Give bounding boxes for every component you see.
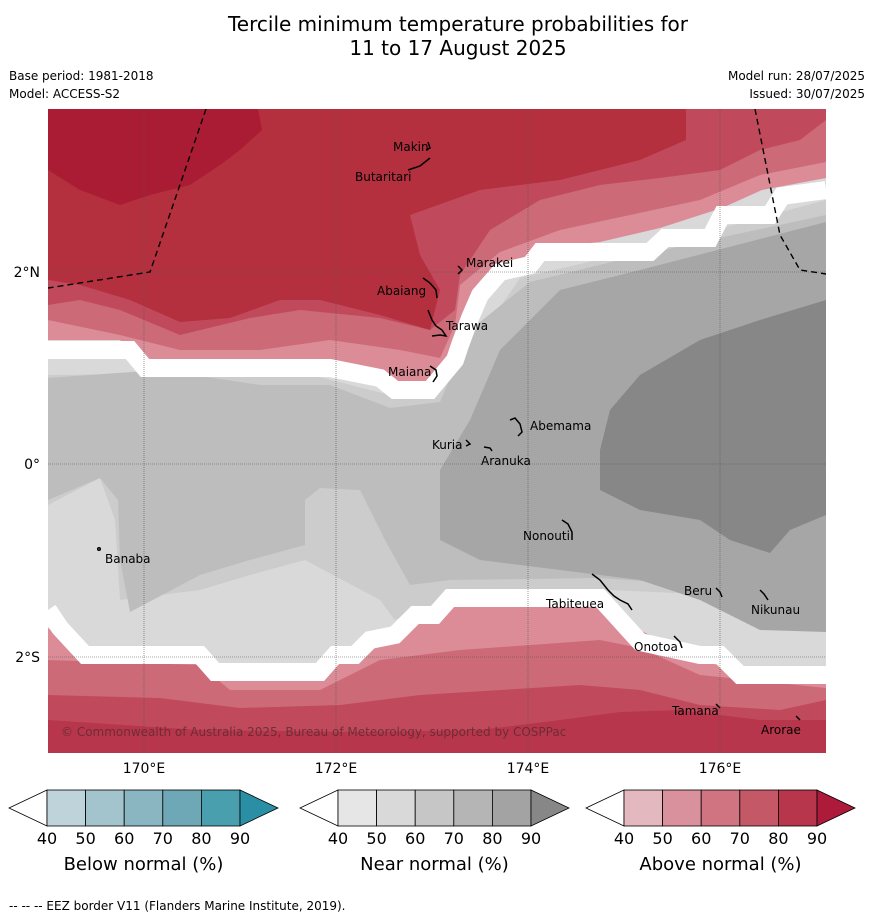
below-normal-max-arrow bbox=[239, 789, 279, 827]
eez-footnote: -- -- -- EEZ border V11 (Flanders Marine… bbox=[9, 899, 346, 913]
above-normal-tick-label: 40 bbox=[614, 829, 634, 848]
below-normal-tick-label: 60 bbox=[114, 829, 134, 848]
place-label-makin: Makin bbox=[393, 140, 429, 154]
near-normal-tick-label: 80 bbox=[482, 829, 502, 848]
title-line-1: Tercile minimum temperature probabilitie… bbox=[227, 12, 689, 36]
near-normal-max-arrow bbox=[530, 789, 570, 827]
colorbar-group: 40 50 60 70 80 90 Below normal (%) 40 50 60 70 80 90… bbox=[8, 789, 856, 875]
above-normal-legend-title: Above normal (%) bbox=[639, 854, 801, 875]
place-label-onotoa: Onotoa bbox=[634, 640, 678, 654]
meta-right: Model run: 28/07/2025 Issued: 30/07/2025 bbox=[728, 67, 865, 103]
model-run: Model run: 28/07/2025 bbox=[727, 69, 865, 83]
above-normal-swatch bbox=[623, 789, 663, 827]
above-normal-tick-label: 50 bbox=[652, 829, 672, 848]
lon-label-174e: 174°E bbox=[507, 761, 550, 777]
near-normal-swatch bbox=[453, 789, 493, 827]
above-normal-max-arrow bbox=[816, 789, 856, 827]
above-normal-swatch bbox=[662, 789, 702, 827]
place-label-abemama: Abemama bbox=[530, 419, 591, 433]
chart-title: Tercile minimum temperature probabilitie… bbox=[0, 12, 873, 60]
issued-date: Issued: 30/07/2025 bbox=[749, 87, 865, 101]
above-normal-tick-label: 80 bbox=[768, 829, 788, 848]
lat-label-0: 0° bbox=[24, 457, 40, 473]
below-normal-legend-title: Below normal (%) bbox=[64, 854, 224, 875]
above-normal-swatch bbox=[700, 789, 741, 827]
place-label-butaritari: Butaritari bbox=[355, 170, 412, 184]
above-normal-colorbar: 40 50 60 70 80 90 Above normal (%) bbox=[585, 789, 856, 875]
place-label-kuria: Kuria bbox=[432, 438, 463, 452]
below-normal-tick-label: 90 bbox=[230, 829, 250, 848]
model-name: Model: ACCESS-S2 bbox=[9, 87, 121, 101]
place-label-banaba: Banaba bbox=[105, 552, 151, 566]
place-label-tabiteuea: Tabiteuea bbox=[545, 597, 604, 611]
below-normal-swatch bbox=[200, 789, 241, 827]
island-outlines bbox=[96, 141, 801, 721]
above-normal-tick-label: 60 bbox=[691, 829, 711, 848]
near-normal-colorbar: 40 50 60 70 80 90 Near normal (%) bbox=[299, 789, 570, 875]
lat-label-2n: 2°N bbox=[14, 265, 40, 281]
lat-label-2s: 2°S bbox=[15, 650, 40, 666]
near-normal-80-region bbox=[600, 300, 826, 553]
near-normal-min-arrow bbox=[299, 789, 339, 827]
below-normal-swatch bbox=[46, 789, 86, 827]
near-normal-swatch bbox=[491, 789, 532, 827]
near-normal-tick-label: 40 bbox=[328, 829, 348, 848]
place-label-beru: Beru bbox=[684, 584, 712, 598]
title-line-2: 11 to 17 August 2025 bbox=[349, 36, 567, 60]
near-normal-tick-label: 60 bbox=[405, 829, 425, 848]
above-normal-swatch bbox=[778, 789, 818, 827]
near-normal-legend-title: Near normal (%) bbox=[360, 854, 509, 875]
place-label-tamana: Tamana bbox=[671, 704, 719, 718]
near-normal-tick-label: 50 bbox=[366, 829, 386, 848]
above-normal-tick-label: 70 bbox=[730, 829, 750, 848]
below-normal-tick-label: 70 bbox=[153, 829, 173, 848]
near-normal-tick-label: 90 bbox=[521, 829, 541, 848]
below-normal-swatch bbox=[85, 789, 125, 827]
base-period: Base period: 1981-2018 bbox=[9, 69, 154, 83]
above-normal-min-arrow bbox=[585, 789, 625, 827]
below-normal-tick-label: 50 bbox=[75, 829, 95, 848]
lon-label-170e: 170°E bbox=[123, 761, 166, 777]
lon-label-176e: 176°E bbox=[699, 761, 742, 777]
boundary-band-south bbox=[48, 589, 826, 684]
place-label-nikunau: Nikunau bbox=[751, 603, 800, 617]
boundary-band-north bbox=[48, 181, 826, 399]
meta-left: Base period: 1981-2018 Model: ACCESS-S2 bbox=[9, 67, 154, 103]
place-label-arorae: Arorae bbox=[761, 723, 801, 737]
below-normal-swatch bbox=[162, 789, 202, 827]
place-label-abaiang: Abaiang bbox=[377, 284, 426, 298]
above-normal-north-90 bbox=[48, 109, 262, 205]
near-normal-swatch bbox=[414, 789, 455, 827]
above-normal-tick-label: 90 bbox=[807, 829, 827, 848]
below-normal-min-arrow bbox=[8, 789, 48, 827]
place-label-nonouti: Nonouti bbox=[523, 529, 570, 543]
near-normal-swatch bbox=[376, 789, 416, 827]
below-normal-tick-label: 40 bbox=[37, 829, 57, 848]
graticule bbox=[48, 109, 826, 753]
above-normal-south-80 bbox=[48, 710, 826, 753]
place-label-marakei: Marakei bbox=[466, 256, 513, 270]
place-label-maiana: Maiana bbox=[388, 365, 431, 379]
place-label-aranuka: Aranuka bbox=[481, 454, 531, 468]
above-normal-swatch bbox=[739, 789, 779, 827]
place-label-tarawa: Tarawa bbox=[445, 319, 488, 333]
below-normal-colorbar: 40 50 60 70 80 90 Below normal (%) bbox=[8, 789, 279, 875]
map-area: Makin Butaritari Marakei Abaiang Tarawa … bbox=[48, 109, 826, 753]
below-normal-tick-label: 80 bbox=[191, 829, 211, 848]
copyright-text: © Commonwealth of Australia 2025, Bureau… bbox=[61, 725, 566, 739]
near-normal-swatch bbox=[337, 789, 377, 827]
below-normal-swatch bbox=[123, 789, 164, 827]
eez-border bbox=[48, 109, 826, 289]
near-normal-tick-label: 70 bbox=[444, 829, 464, 848]
lon-label-172e: 172°E bbox=[315, 761, 358, 777]
